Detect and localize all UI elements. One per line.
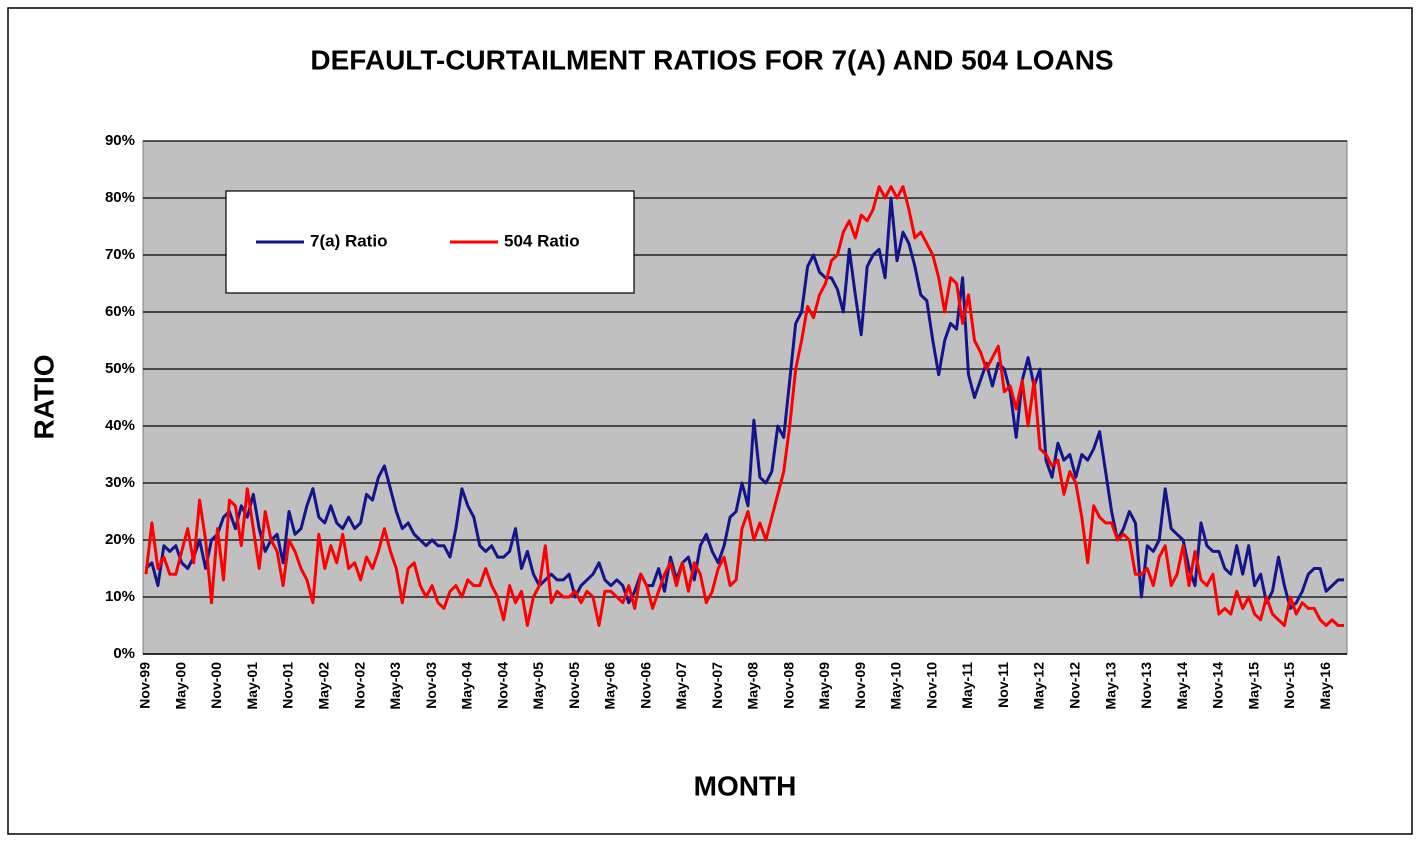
x-tick-label: Nov-11 <box>995 662 1011 708</box>
x-tick-label: May-10 <box>888 662 904 710</box>
x-tick-label: Nov-10 <box>923 662 939 709</box>
x-tick-label: Nov-13 <box>1138 662 1154 709</box>
x-tick-label: Nov-05 <box>566 662 582 709</box>
y-tick-label: 90% <box>105 132 135 149</box>
y-tick-label: 20% <box>105 531 135 548</box>
y-tick-label: 60% <box>105 303 135 320</box>
y-tick-label: 50% <box>105 360 135 377</box>
legend-label: 7(a) Ratio <box>310 231 387 250</box>
x-tick-label: Nov-01 <box>280 662 296 709</box>
x-tick-label: May-04 <box>459 662 475 710</box>
legend-label: 504 Ratio <box>504 231 580 250</box>
x-tick-label: May-14 <box>1174 662 1190 710</box>
x-tick-label: May-16 <box>1317 662 1333 710</box>
x-tick-label: May-02 <box>315 662 331 710</box>
x-tick-label: Nov-99 <box>137 662 153 709</box>
x-tick-label: Nov-14 <box>1210 662 1226 709</box>
y-tick-label: 0% <box>113 645 135 662</box>
x-axis-label: MONTH <box>694 770 797 801</box>
x-tick-label: Nov-06 <box>637 662 653 709</box>
x-tick-label: May-12 <box>1031 662 1047 710</box>
x-tick-label: May-13 <box>1102 662 1118 710</box>
x-tick-label: Nov-03 <box>423 662 439 709</box>
x-tick-label: Nov-07 <box>709 662 725 709</box>
y-tick-label: 30% <box>105 474 135 491</box>
x-tick-label: May-09 <box>816 662 832 710</box>
series-line <box>144 185 1344 627</box>
x-tick-label: May-00 <box>172 662 188 710</box>
y-tick-label: 40% <box>105 417 135 434</box>
x-tick-label: May-06 <box>602 662 618 710</box>
x-tick-label: May-01 <box>244 662 260 710</box>
chart-title: DEFAULT-CURTAILMENT RATIOS FOR 7(A) AND … <box>310 44 1113 75</box>
y-tick-label: 70% <box>105 246 135 263</box>
x-tick-label: Nov-08 <box>780 662 796 709</box>
x-tick-label: May-03 <box>387 662 403 710</box>
x-tick-label: Nov-12 <box>1067 662 1083 709</box>
x-tick-label: Nov-15 <box>1281 662 1297 709</box>
x-tick-label: May-07 <box>673 662 689 710</box>
x-tick-label: Nov-00 <box>208 662 224 709</box>
y-tick-label: 10% <box>105 588 135 605</box>
x-tick-label: Nov-04 <box>494 662 510 709</box>
x-tick-label: Nov-02 <box>351 662 367 709</box>
x-tick-label: Nov-09 <box>852 662 868 709</box>
x-tick-label: May-05 <box>530 662 546 710</box>
y-axis-label: RATIO <box>28 354 59 439</box>
x-tick-label: May-08 <box>745 662 761 710</box>
y-tick-label: 80% <box>105 189 135 206</box>
x-tick-label: May-11 <box>959 662 975 709</box>
x-tick-label: May-15 <box>1245 662 1261 710</box>
